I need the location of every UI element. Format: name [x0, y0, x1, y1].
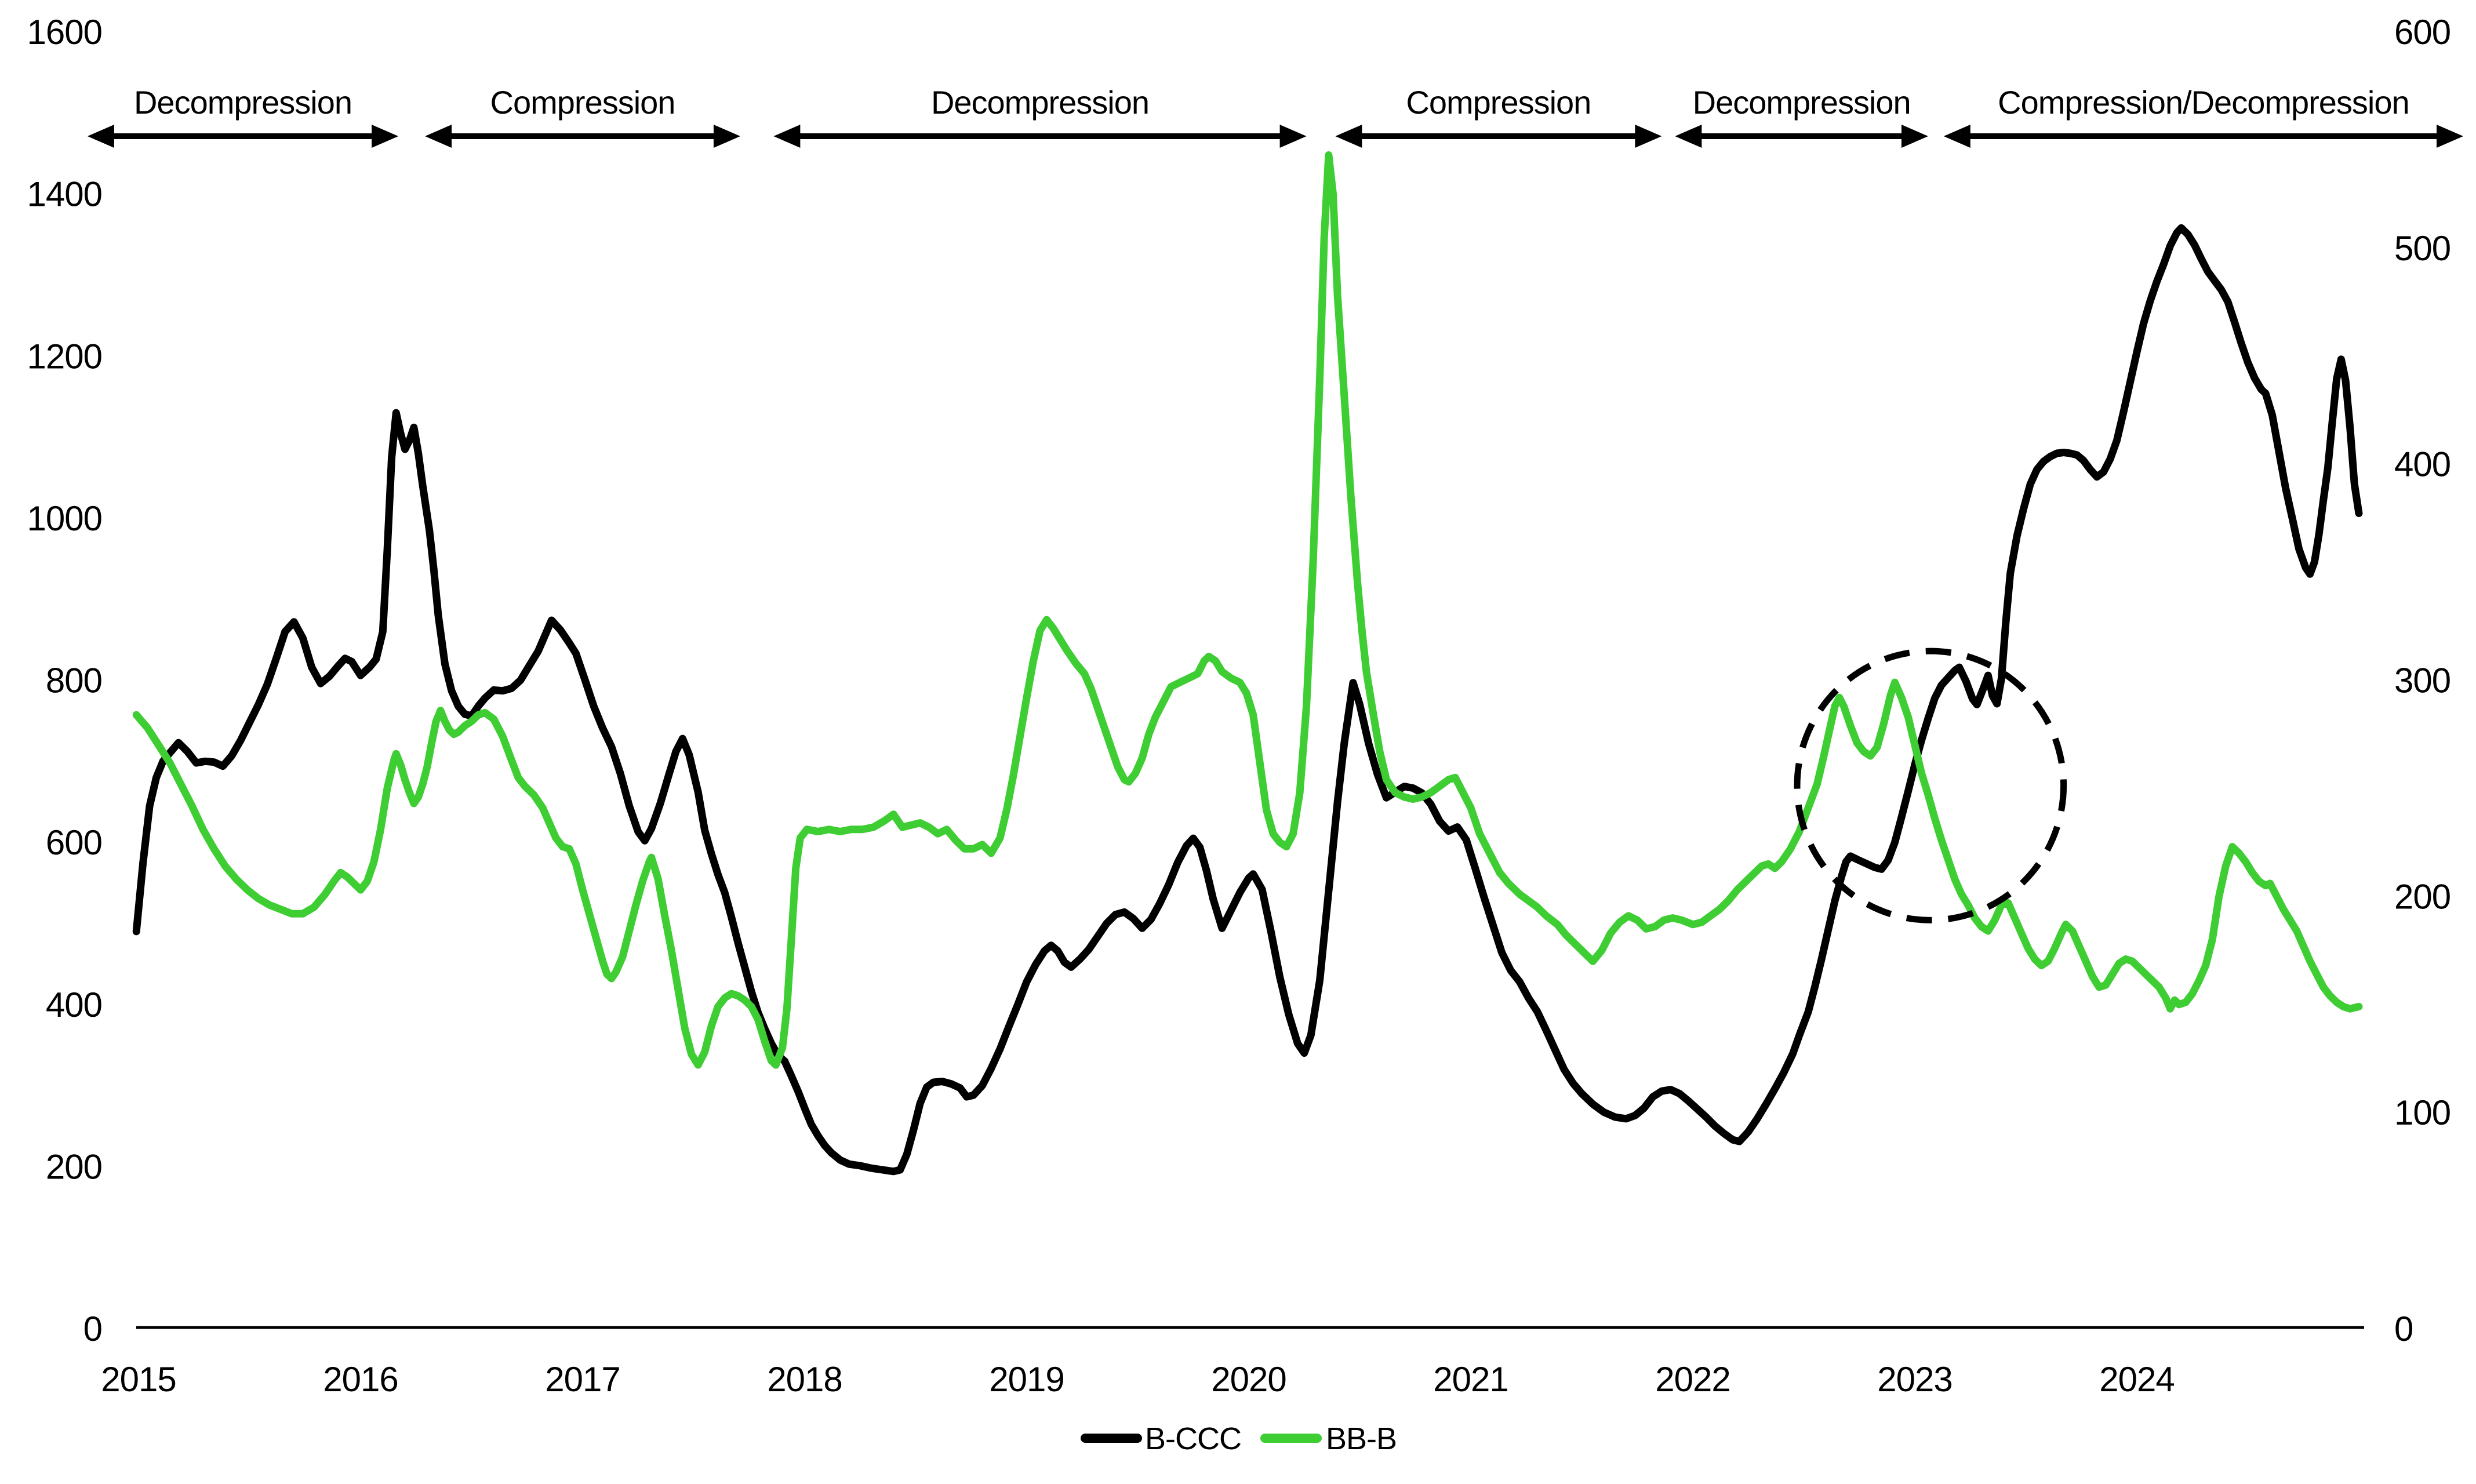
x-axis: 2015 2016 2017 2018 2019 2020 2021 2022 2023 2024 [101, 1326, 2364, 1399]
regime-label: Compression/Decompression [1998, 84, 2409, 121]
legend: B-CCC BB-B [1081, 1421, 1397, 1456]
right-axis-tick-label: 100 [2394, 1093, 2450, 1132]
year-label: 2019 [989, 1360, 1064, 1399]
year-label: 2021 [1433, 1360, 1508, 1399]
right-axis: 0 100 200 300 400 500 600 [2394, 13, 2451, 1348]
regime-arrowhead-left [1675, 125, 1702, 148]
regime-label: Decompression [1693, 84, 1911, 121]
left-axis-tick-label: 200 [46, 1147, 102, 1186]
regime-arrowhead-right [2437, 125, 2464, 148]
regime-label: Compression [490, 84, 675, 121]
year-label: 2022 [1655, 1360, 1730, 1399]
left-axis-tick-label: 1400 [27, 175, 102, 214]
right-axis-tick-label: 200 [2394, 877, 2450, 916]
regime-label: Compression [1406, 84, 1591, 121]
year-label: 2018 [767, 1360, 842, 1399]
legend-label-b-ccc: B-CCC [1145, 1421, 1241, 1456]
regime-label: Decompression [931, 84, 1149, 121]
regime-arrowhead-right [1279, 125, 1307, 148]
regime-arrowhead-right [372, 125, 399, 148]
regime-arrowhead-right [1635, 125, 1662, 148]
year-label: 2015 [101, 1360, 176, 1399]
b-ccc-line [132, 224, 2363, 1176]
regime-arrowhead-left [773, 125, 801, 148]
left-axis-tick-label: 1200 [27, 337, 102, 376]
regime-label: Decompression [134, 84, 352, 121]
right-axis-tick-label: 500 [2394, 229, 2450, 268]
right-axis-tick-label: 400 [2394, 445, 2450, 484]
regime-arrowhead-right [1901, 125, 1928, 148]
right-axis-tick-label: 600 [2394, 13, 2450, 52]
left-axis-tick-label: 1000 [27, 499, 102, 538]
bb-b-line [132, 151, 2363, 1069]
left-axis-tick-label: 400 [46, 985, 102, 1024]
year-label: 2024 [2099, 1360, 2174, 1399]
left-axis-tick-label: 800 [46, 661, 102, 700]
right-axis-tick-label: 0 [2394, 1310, 2413, 1348]
regime-arrowhead-right [713, 125, 740, 148]
left-axis-tick-label: 1600 [27, 13, 102, 52]
regime-annotations: Decompression Compression Decompression Com… [87, 84, 2464, 148]
year-label: 2023 [1877, 1360, 1952, 1399]
series-lines [132, 151, 2363, 1176]
legend-label-bb-b: BB-B [1326, 1421, 1397, 1456]
regime-arrowhead-left [425, 125, 452, 148]
regime-arrowhead-left [1943, 125, 1970, 148]
left-axis-tick-label: 600 [46, 823, 102, 862]
left-axis: 0 200 400 600 800 1000 1200 1400 1600 [27, 13, 103, 1348]
regime-arrowhead-left [1335, 125, 1362, 148]
right-axis-tick-label: 300 [2394, 661, 2450, 700]
year-label: 2016 [323, 1360, 398, 1399]
year-label: 2017 [545, 1360, 620, 1399]
year-label: 2020 [1211, 1360, 1286, 1399]
left-axis-tick-label: 0 [83, 1310, 102, 1348]
regime-arrowhead-left [87, 125, 114, 148]
highlight-ellipse [1794, 648, 2067, 923]
